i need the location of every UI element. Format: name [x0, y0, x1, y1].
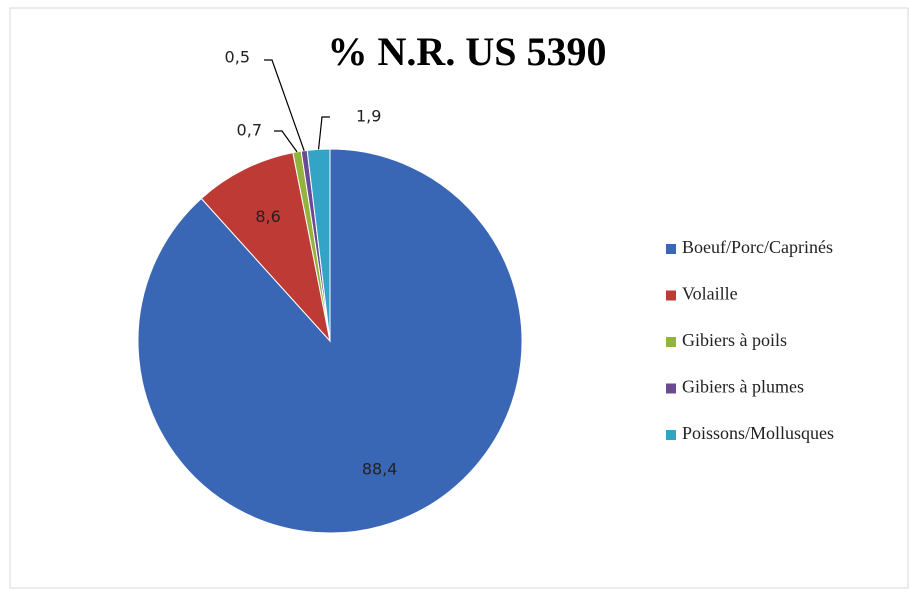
data-label: 0,5 — [225, 48, 250, 67]
data-label: 0,7 — [237, 121, 262, 140]
legend-swatch — [666, 383, 676, 394]
pie-slice — [306, 148, 331, 342]
legend-swatch — [666, 430, 676, 440]
leader-line — [274, 130, 298, 153]
legend-label: Gibiers à poils — [682, 330, 787, 350]
data-label: 1,9 — [356, 107, 381, 126]
leader-line — [264, 59, 305, 151]
chart-title: % N.R. US 5390 — [328, 29, 607, 74]
data-label: 88,4 — [362, 460, 398, 479]
chart-border — [9, 7, 909, 589]
legend-label: Poissons/Mollusques — [682, 423, 834, 443]
legend-swatch — [666, 244, 676, 254]
leader-line — [317, 116, 330, 150]
legend-label: Gibiers à plumes — [682, 377, 804, 397]
legend-label: Boeuf/Porc/Caprinés — [682, 237, 833, 257]
pie-slice — [137, 148, 523, 534]
legend-swatch — [666, 290, 676, 301]
data-label: 8,6 — [255, 207, 280, 226]
legend-swatch — [666, 337, 676, 347]
legend-label: Volaille — [682, 284, 738, 304]
pie-slice — [200, 152, 331, 343]
